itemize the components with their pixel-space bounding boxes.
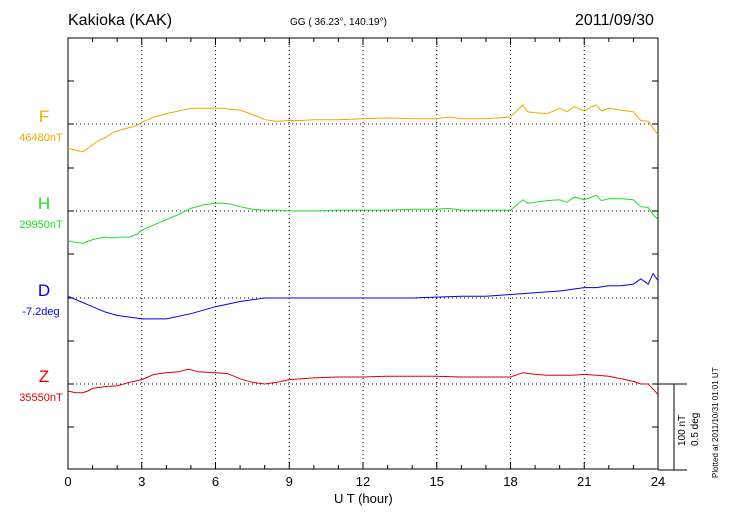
date-label: 2011/09/30	[575, 12, 654, 29]
series-name-z: Z	[39, 367, 49, 386]
scale-bar	[658, 383, 687, 471]
series-baseline-z: 35550nT	[19, 392, 63, 404]
x-tick-label: 6	[212, 474, 219, 489]
series-baseline-d: -7.2deg	[22, 306, 59, 318]
chart-axes: 0 3 6 9 12 15 18 21 24	[64, 37, 665, 489]
chart-grid	[68, 38, 658, 469]
series-name-h: H	[38, 194, 50, 213]
plotted-timestamp: Plotted at 2011/10/31 01:01 UT	[711, 367, 720, 478]
series-name-f: F	[39, 107, 49, 126]
x-tick-label: 12	[356, 474, 370, 489]
x-tick-label: 21	[577, 474, 591, 489]
x-tick-label: 24	[651, 474, 665, 489]
x-axis-label: U T (hour)	[334, 491, 393, 506]
coordinates-label: GG ( 36.23°, 140.19°)	[290, 17, 387, 28]
scale-nt-label: 100 nT	[677, 414, 688, 446]
series-line-h	[67, 194, 659, 244]
series-line-d	[67, 272, 659, 320]
x-tick-label: 0	[64, 474, 71, 489]
x-tick-label: 18	[503, 474, 517, 489]
x-tick-label: 3	[138, 474, 145, 489]
series-baseline-f: 46480nT	[19, 132, 63, 144]
station-title: Kakioka (KAK)	[68, 12, 173, 29]
chart-series: F 46480nT H 29950nT D -7.2deg Z 35550nT	[19, 104, 659, 404]
series-baseline-h: 29950nT	[19, 219, 63, 231]
scale-deg-label: 0.5 deg	[690, 412, 701, 446]
x-tick-label: 9	[286, 474, 293, 489]
series-line-f	[67, 104, 659, 153]
x-tick-label: 15	[430, 474, 444, 489]
series-line-z	[67, 368, 659, 395]
series-name-d: D	[38, 281, 50, 300]
